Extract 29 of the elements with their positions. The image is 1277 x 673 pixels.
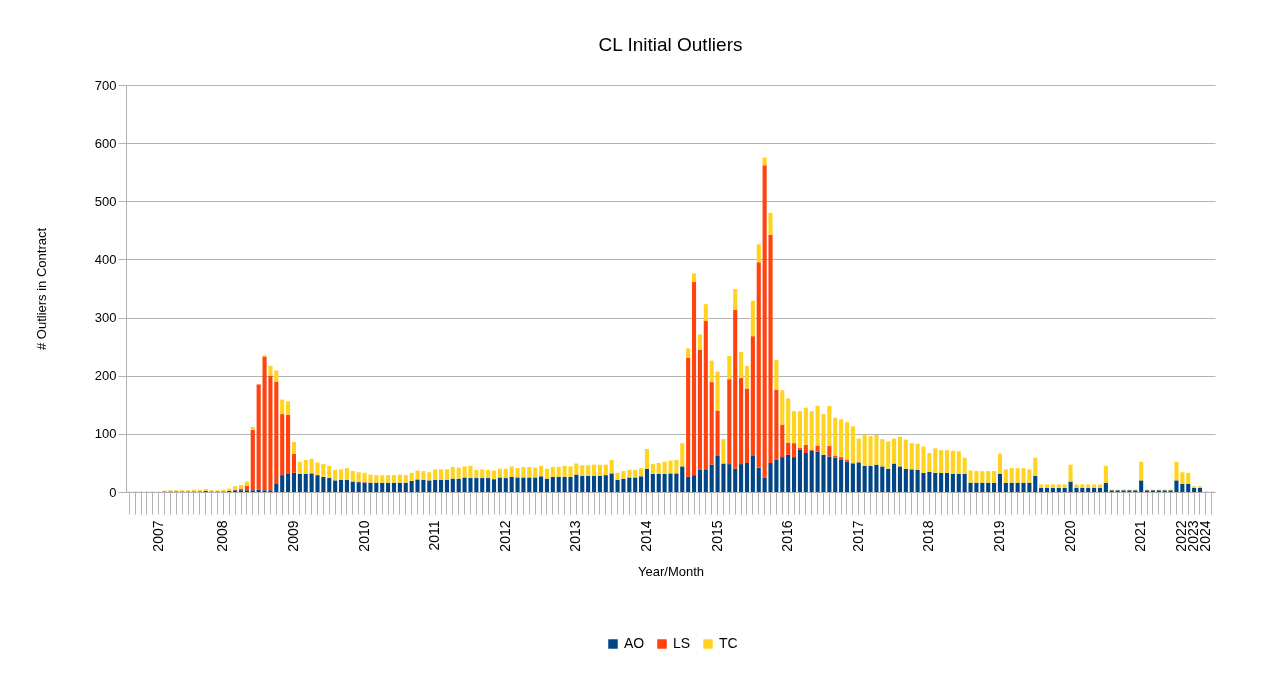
legend-label: TC — [719, 635, 738, 651]
legend-label: LS — [673, 635, 691, 651]
x-tick-label: 2021 — [1132, 520, 1149, 552]
y-tick-label: 700 — [94, 77, 117, 93]
x-tick-label: 2015 — [708, 520, 725, 552]
x-tick-label: 2010 — [355, 520, 372, 552]
x-tick-label: 2017 — [849, 520, 866, 552]
x-tick-label: 2008 — [214, 520, 231, 552]
x-tick-label: 2012 — [496, 520, 513, 552]
x-tick-label: 2011 — [426, 520, 443, 551]
y-tick-label: 200 — [94, 368, 117, 384]
x-tick-label: 2016 — [779, 520, 796, 552]
x-tick-label: 2020 — [1061, 520, 1078, 552]
y-tick-label: 300 — [94, 310, 117, 326]
y-tick-label: 400 — [94, 251, 117, 267]
x-tick-label: 2018 — [920, 520, 937, 552]
y-tick-label: 600 — [94, 135, 117, 151]
legend-label: AO — [624, 635, 645, 651]
x-tick-label: 2007 — [149, 520, 166, 552]
x-tick-label: 2013 — [567, 520, 584, 552]
chart-title: CL Initial Outliers — [598, 34, 743, 55]
x-tick-label: 2014 — [637, 520, 654, 552]
y-tick-label: 100 — [94, 426, 117, 442]
y-tick-label: 500 — [94, 193, 117, 209]
x-tick-label: 2019 — [990, 520, 1007, 552]
y-tick-label: 0 — [109, 484, 117, 500]
x-axis-title: Year/Month — [637, 563, 705, 579]
x-tick-label: 2009 — [284, 520, 301, 552]
y-axis-title: # Outliers in Contract — [33, 227, 49, 351]
